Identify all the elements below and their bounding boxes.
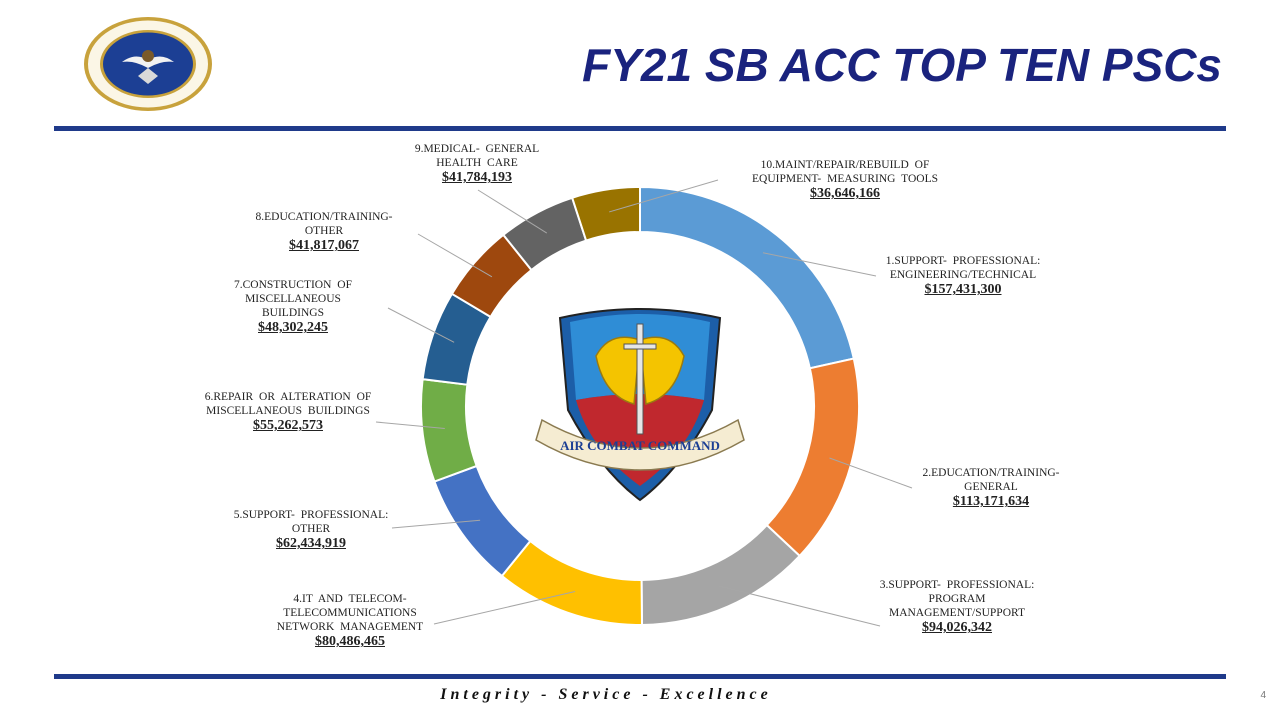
- donut-slice-3: [640, 523, 802, 627]
- chart-slices: [420, 185, 860, 627]
- slice-label-2: 2.EDUCATION/TRAINING- GENERAL $113,171,6…: [922, 467, 1060, 509]
- donut-slice-2: [765, 357, 860, 558]
- slice-label-3: 3.SUPPORT- PROFESSIONAL: PROGRAM MANAGEM…: [879, 579, 1035, 635]
- slice-label-1: 1.SUPPORT- PROFESSIONAL: ENGINEERING/TEC…: [885, 255, 1041, 297]
- leader-line-5: [391, 519, 481, 529]
- donut-slice-4: [500, 539, 643, 626]
- leader-line-1: [762, 252, 877, 277]
- acc-motto-text: AIR COMBAT COMMAND: [560, 438, 720, 453]
- chart-leader-lines: [375, 179, 913, 627]
- leader-line-4: [433, 590, 576, 625]
- leader-line-9: [477, 189, 548, 234]
- slice-label-7: 7.CONSTRUCTION OF MISCELLANEOUS BUILDING…: [233, 279, 352, 335]
- acc-shield-logo: AIR COMBAT COMMAND: [535, 308, 745, 502]
- page-number: 4: [1260, 690, 1266, 701]
- leader-line-6: [375, 421, 445, 429]
- leader-line-8: [417, 233, 493, 278]
- air-force-seal-logo: [84, 17, 212, 111]
- top-divider: [54, 126, 1226, 131]
- donut-slice-5: [433, 464, 532, 578]
- slice-label-8: 8.EDUCATION/TRAINING- OTHER $41,817,067: [255, 211, 393, 253]
- bottom-divider: [54, 674, 1226, 679]
- slice-label-6: 6.REPAIR OR ALTERATION OF MISCELLANEOUS …: [204, 391, 372, 433]
- leader-line-7: [387, 307, 455, 343]
- leader-line-3: [718, 585, 881, 627]
- leader-line-2: [829, 457, 913, 489]
- donut-slice-6: [420, 378, 478, 483]
- slice-label-9: 9.MEDICAL- GENERAL HEALTH CARE $41,784,1…: [414, 143, 540, 185]
- slice-label-5: 5.SUPPORT- PROFESSIONAL: OTHER $62,434,9…: [233, 509, 389, 551]
- leader-line-10: [609, 179, 719, 213]
- slice-label-10: 10.MAINT/REPAIR/REBUILD OF EQUIPMENT- ME…: [752, 159, 938, 201]
- slice-label-4: 4.IT AND TELECOM- TELECOMMUNICATIONS NET…: [276, 593, 424, 649]
- page-title: FY21 SB ACC TOP TEN PSCs: [582, 39, 1222, 91]
- footer-motto: Integrity - Service - Excellence: [440, 686, 772, 703]
- donut-slice-10: [570, 185, 641, 242]
